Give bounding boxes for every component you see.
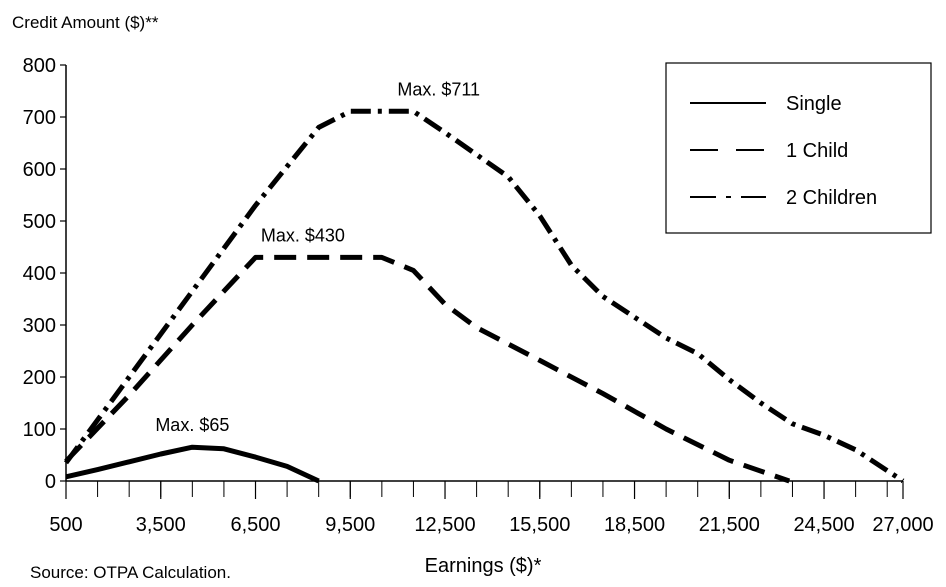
annotation-label: Max. $65 bbox=[155, 415, 229, 435]
y-tick-label: 100 bbox=[23, 419, 56, 441]
legend-label: 1 Child bbox=[786, 140, 848, 162]
annotation-label: Max. $430 bbox=[261, 225, 345, 245]
x-tick-label: 18,500 bbox=[604, 514, 665, 536]
x-tick-label: 24,500 bbox=[793, 514, 854, 536]
legend-box bbox=[665, 62, 932, 234]
y-tick-label: 0 bbox=[45, 471, 56, 493]
y-axis-label: Credit Amount ($)** bbox=[12, 13, 159, 32]
series-layer bbox=[63, 108, 905, 484]
legend: Single 1 Child 2 Children bbox=[665, 62, 932, 234]
x-tick-label: 500 bbox=[49, 514, 82, 536]
series-line-2-children bbox=[63, 108, 905, 484]
annotation-layer: Max. $65 Max. $430 Max. $711 bbox=[155, 79, 480, 435]
series-line-1-child bbox=[64, 254, 791, 484]
y-tick-label: 400 bbox=[23, 263, 56, 285]
x-axis-label: Earnings ($)* bbox=[425, 555, 542, 577]
source-note: Source: OTPA Calculation. bbox=[30, 563, 231, 582]
y-tick-label: 700 bbox=[23, 107, 56, 129]
series-line-single bbox=[65, 444, 320, 484]
x-tick-label: 9,500 bbox=[325, 514, 375, 536]
y-tick-label: 600 bbox=[23, 159, 56, 181]
axes: 0 100 200 300 400 500 600 700 800 500 3,500 6,500 9,… bbox=[23, 55, 934, 536]
x-tick-label: 6,500 bbox=[230, 514, 280, 536]
x-tick-label: 27,000 bbox=[872, 514, 933, 536]
y-tick-label: 500 bbox=[23, 211, 56, 233]
x-tick-label: 15,500 bbox=[509, 514, 570, 536]
annotation-label: Max. $711 bbox=[397, 79, 480, 99]
y-tick-label: 800 bbox=[23, 55, 56, 77]
legend-label: 2 Children bbox=[786, 187, 877, 209]
y-tick-label: 300 bbox=[23, 315, 56, 337]
x-tick-label: 3,500 bbox=[136, 514, 186, 536]
x-tick-label: 21,500 bbox=[699, 514, 760, 536]
legend-label: Single bbox=[786, 93, 842, 115]
x-tick-label: 12,500 bbox=[414, 514, 475, 536]
y-tick-label: 200 bbox=[23, 367, 56, 389]
